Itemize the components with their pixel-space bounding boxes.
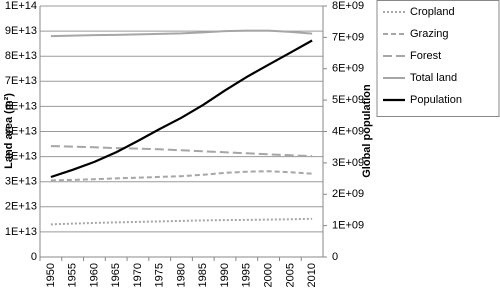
series-line	[50, 170, 313, 182]
x-tick-label: 2005	[284, 263, 296, 287]
x-tick-label: 1990	[219, 263, 231, 287]
y-tick-label: 6E+13	[5, 100, 37, 112]
x-tick-label: 1970	[132, 263, 144, 287]
x-tick-label: 1975	[154, 263, 166, 287]
y2-tick-label: 0	[332, 251, 338, 263]
y-axis-title: Land area (m²)	[3, 93, 15, 169]
y-tick-label: 1E+13	[5, 226, 37, 238]
legend-label: Cropland	[410, 6, 455, 18]
x-tick-label: 1985	[197, 263, 209, 287]
y-tick-label: 0	[31, 251, 37, 263]
x-tick-label: 2010	[306, 263, 318, 287]
y-tick-label: 2E+13	[5, 201, 37, 213]
y2-tick-label: 1E+09	[332, 220, 364, 232]
y2-axis-title: Global population	[361, 84, 373, 178]
y2-tick-label: 2E+09	[332, 188, 364, 200]
y-tick-label: 3E+13	[5, 176, 37, 188]
series-line	[50, 217, 313, 226]
x-tick-label: 1950	[45, 263, 57, 287]
series-line	[50, 29, 313, 38]
x-tick-label: 1955	[67, 263, 79, 287]
legend-box	[376, 0, 500, 117]
x-tick-label: 1965	[110, 263, 122, 287]
legend-label: Forest	[410, 50, 441, 62]
y2-tick-label: 6E+09	[332, 63, 364, 75]
y2-tick-label: 4E+09	[332, 125, 364, 137]
y-tick-label: 7E+13	[5, 75, 37, 87]
y2-tick-label: 5E+09	[332, 94, 364, 106]
y2-tick-label: 7E+09	[332, 31, 364, 43]
y-tick-label: 8E+13	[5, 50, 37, 62]
series-line	[50, 145, 313, 158]
x-tick-label: 2000	[262, 263, 274, 287]
y-tick-label: 1E+14	[5, 0, 37, 12]
legend-label: Grazing	[410, 28, 449, 40]
legend-label: Population	[410, 94, 462, 106]
legend-label: Total land	[410, 72, 457, 84]
y2-tick-label: 8E+09	[332, 0, 364, 12]
y-tick-label: 5E+13	[5, 125, 37, 137]
series-line	[50, 39, 313, 179]
x-tick-label: 1995	[241, 263, 253, 287]
y-tick-label: 9E+13	[5, 25, 37, 37]
y2-tick-label: 3E+09	[332, 157, 364, 169]
x-tick-label: 1960	[88, 263, 100, 287]
y-tick-label: 4E+13	[5, 151, 37, 163]
x-tick-label: 1980	[175, 263, 187, 287]
